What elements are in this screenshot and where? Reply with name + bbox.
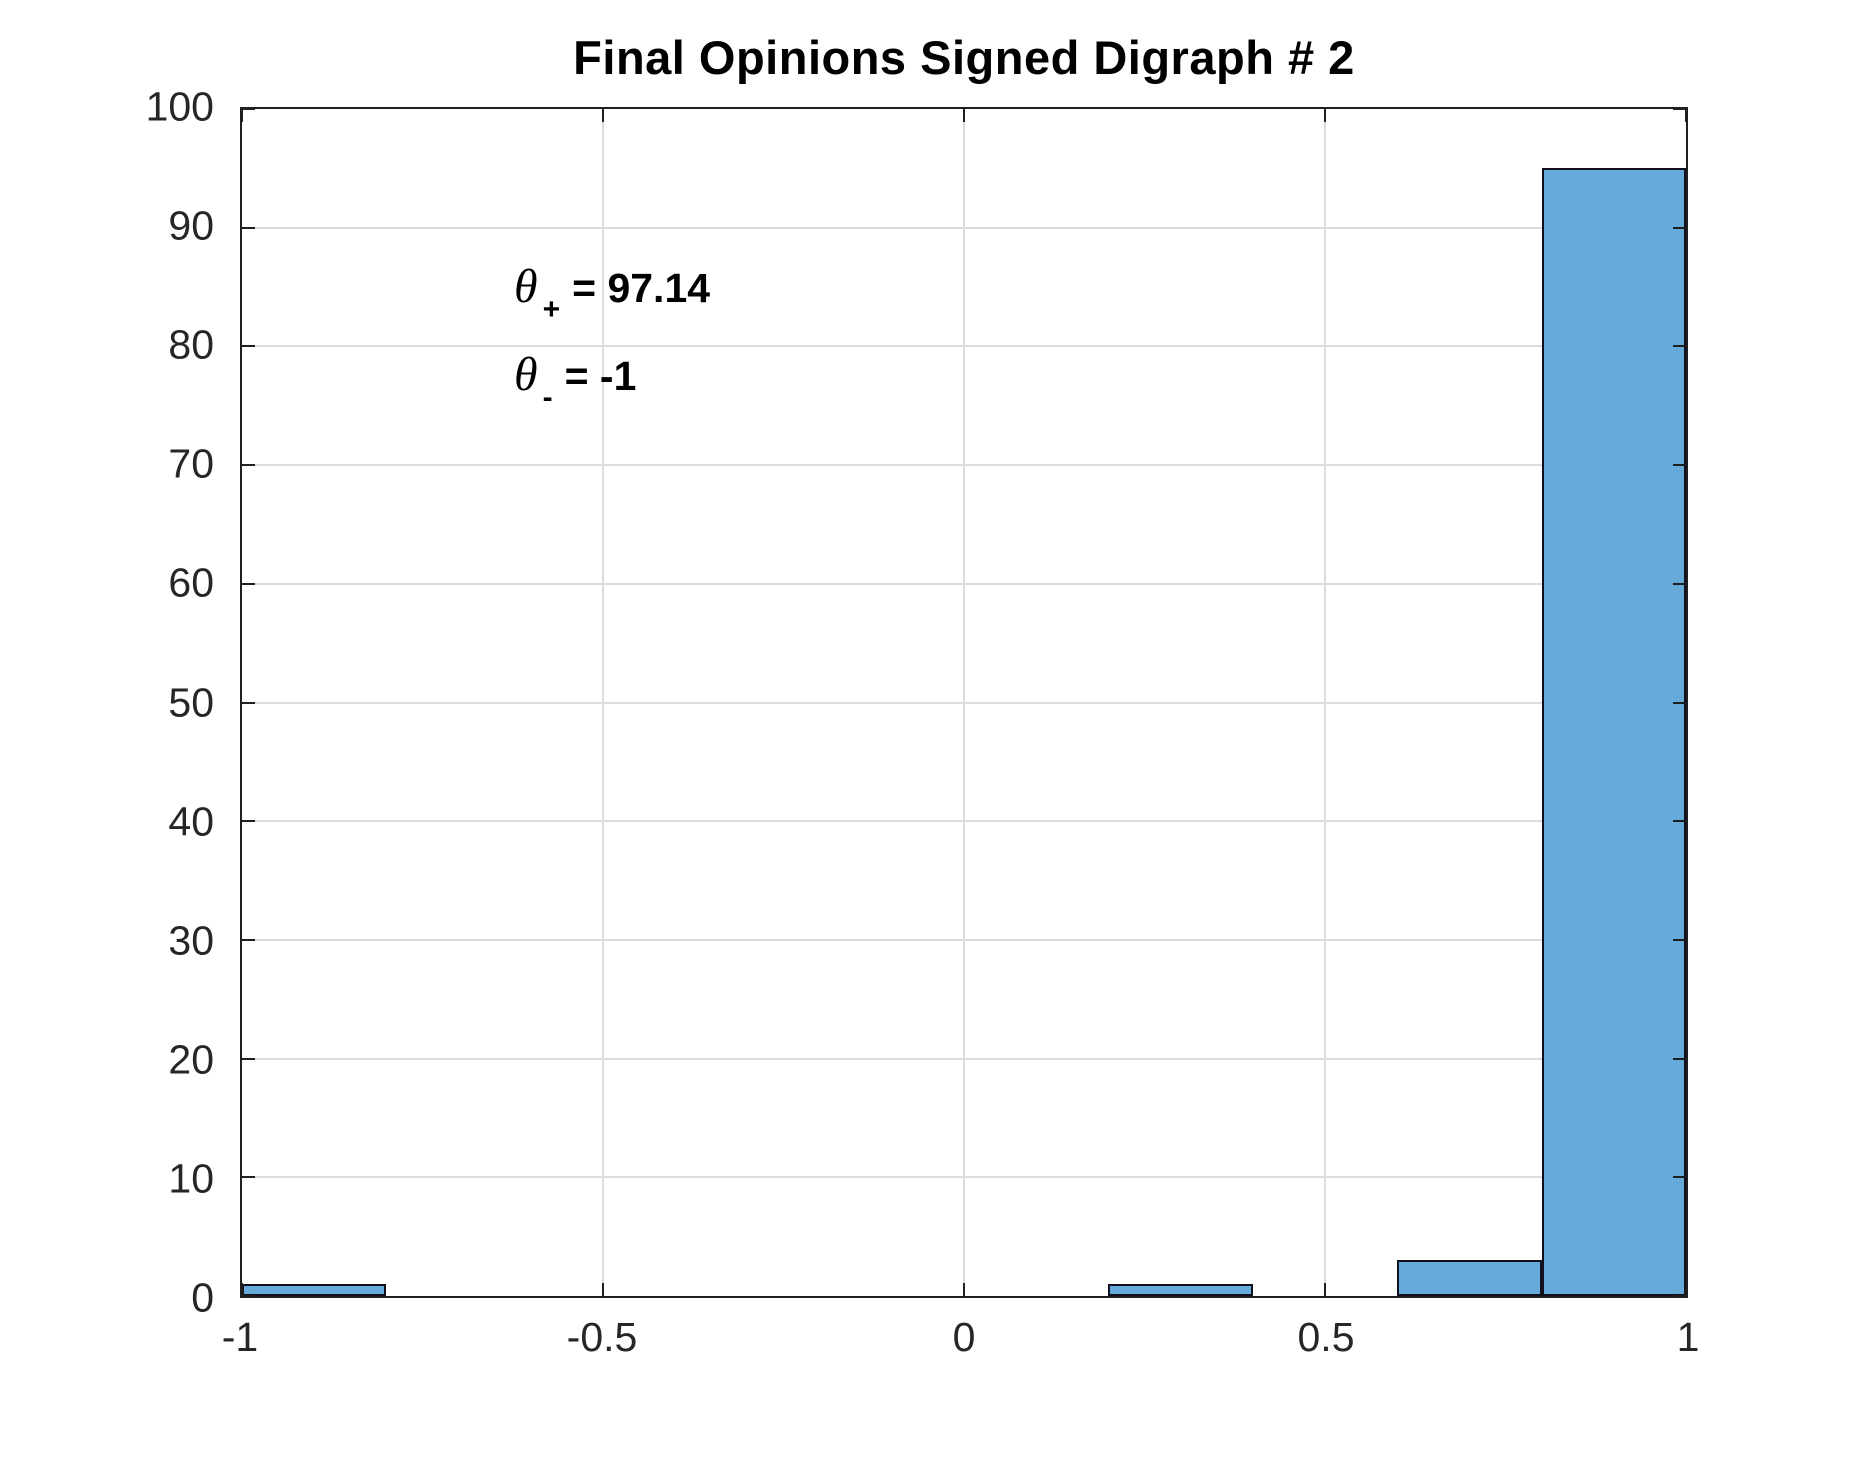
y-axis-tick [242, 464, 255, 467]
y-tick-label: 70 [168, 440, 214, 487]
y-axis-tick-mirror [1673, 820, 1686, 823]
theta-plus-subscript: + [542, 293, 561, 326]
chart-title: Final Opinions Signed Digraph # 2 [573, 31, 1355, 84]
theta-minus-subscript: - [542, 381, 553, 414]
x-axis-tick-mirror [963, 109, 965, 122]
x-axis-tick-mirror [602, 109, 604, 122]
x-tick-label: 0.5 [1297, 1314, 1355, 1360]
y-tick-label: 90 [168, 202, 214, 249]
gridline-vertical [1324, 109, 1326, 1296]
theta-plus-value: = 97.14 [572, 265, 711, 311]
y-axis-tick-mirror [1673, 1057, 1686, 1060]
theta-symbol: θ [514, 260, 538, 313]
y-axis-tick-mirror [1673, 701, 1686, 704]
y-axis-tick-mirror [1673, 1176, 1686, 1179]
y-axis-tick-labels: 0 10 20 30 40 50 60 70 80 90 100 [0, 86, 226, 1318]
histogram-bar [1397, 1260, 1542, 1296]
x-axis-tick [1324, 1283, 1326, 1296]
annotation-theta-plus: θ + = 97.14 [514, 259, 710, 347]
x-tick-label: 1 [1676, 1314, 1700, 1360]
y-axis-tick-mirror [1673, 582, 1686, 585]
y-axis-tick-mirror [1673, 345, 1686, 348]
y-axis-tick-mirror [1673, 108, 1686, 110]
y-axis-tick [242, 1057, 255, 1060]
x-axis-tick-mirror [1324, 109, 1326, 122]
theta-minus-value: = -1 [564, 353, 637, 399]
y-axis-tick [242, 226, 255, 229]
gridline-vertical [602, 109, 604, 1296]
x-axis-tick [602, 1283, 604, 1296]
y-axis-tick [242, 1295, 255, 1297]
y-axis-tick [242, 582, 255, 585]
y-tick-label: 10 [168, 1155, 214, 1202]
y-axis-tick-mirror [1673, 938, 1686, 941]
y-axis-tick-mirror [1673, 464, 1686, 467]
histogram-bar [1541, 168, 1686, 1296]
y-tick-label: 0 [191, 1274, 214, 1321]
y-axis-tick-mirror [1673, 226, 1686, 229]
x-axis-tick [963, 1283, 965, 1296]
x-axis-tick-mirror [241, 109, 243, 122]
y-tick-label: 40 [168, 798, 214, 845]
theta-symbol: θ [514, 348, 538, 401]
y-axis-tick [242, 345, 255, 348]
x-axis-tick [241, 1283, 243, 1296]
annotation-theta-minus: θ - = -1 [514, 347, 710, 435]
x-axis-tick-labels: -1 -0.5 0 0.5 1 [222, 1314, 1700, 1377]
x-tick-label: 0 [952, 1314, 976, 1360]
y-tick-label: 30 [168, 917, 214, 964]
y-tick-label: 80 [168, 321, 214, 368]
y-axis-tick [242, 820, 255, 823]
gridline-vertical [963, 109, 965, 1296]
histogram-bar [1108, 1284, 1253, 1296]
plot-area: θ + = 97.14 θ - = -1 [240, 107, 1688, 1298]
y-tick-label: 60 [168, 559, 214, 606]
x-axis-tick [1685, 1283, 1687, 1296]
y-axis-tick [242, 701, 255, 704]
histogram-bar [242, 1284, 387, 1296]
x-tick-label: -0.5 [566, 1314, 638, 1360]
y-axis-tick-mirror [1673, 1295, 1686, 1297]
y-axis-tick [242, 938, 255, 941]
y-tick-label: 20 [168, 1036, 214, 1083]
y-axis-tick [242, 1176, 255, 1179]
annotations-block: θ + = 97.14 θ - = -1 [514, 259, 710, 435]
x-axis-tick-mirror [1685, 109, 1687, 122]
y-axis-tick [242, 108, 255, 110]
x-tick-label: -1 [221, 1314, 259, 1360]
y-tick-label: 100 [145, 83, 214, 130]
y-tick-label: 50 [168, 679, 214, 725]
